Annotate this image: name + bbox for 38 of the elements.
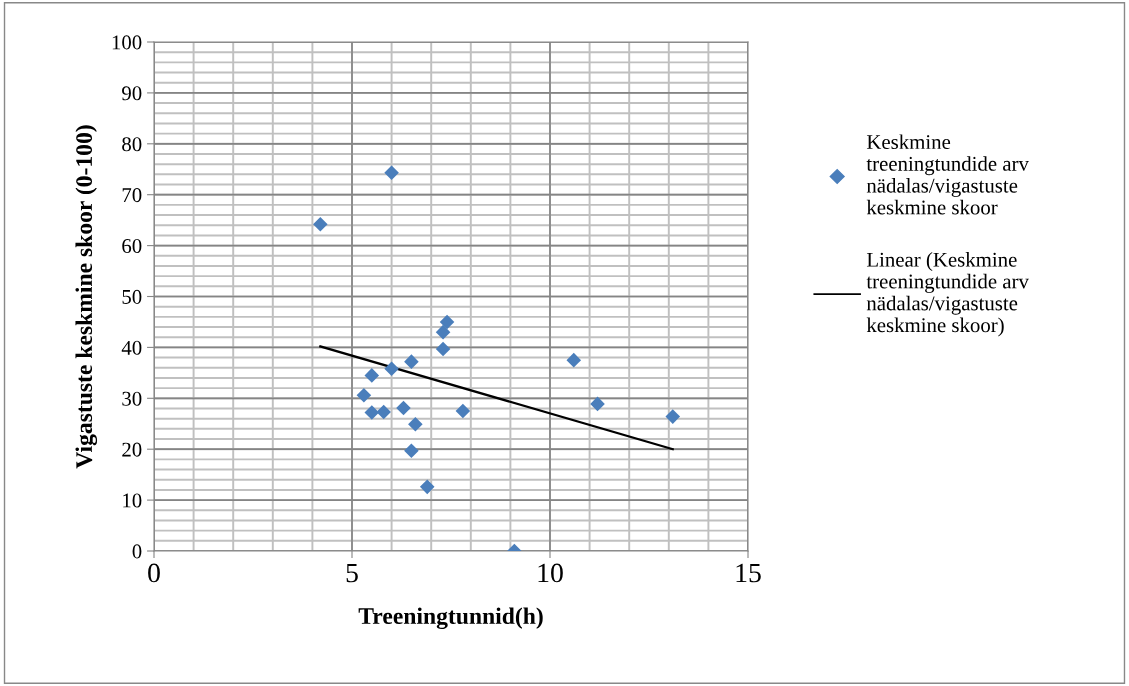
x-tick-label: 10 — [538, 563, 563, 583]
point — [404, 443, 419, 459]
point — [313, 216, 328, 232]
point — [566, 352, 582, 368]
x-axis-title: Treeningtunnid(h) — [358, 607, 543, 630]
point — [364, 368, 380, 383]
y-tick-label: 0 — [132, 544, 142, 559]
y-tick-label: 30 — [122, 391, 142, 406]
point — [419, 479, 435, 495]
point — [435, 324, 451, 340]
y-tick-label: 10 — [123, 493, 142, 508]
y-axis-title: Vigastuste keskmine skoor (0-100) — [75, 125, 98, 469]
y-tick-label: 40 — [121, 340, 142, 355]
x-tick-label: 0 — [148, 563, 160, 583]
x-tick-label: 5 — [346, 563, 358, 583]
point — [384, 165, 399, 181]
y-tick-label: 70 — [122, 188, 142, 203]
y-tick-label: 100 — [112, 35, 142, 50]
point — [439, 314, 455, 330]
point — [376, 404, 391, 420]
y-tick-label: 80 — [122, 137, 142, 152]
y-tick-label: 90 — [122, 86, 142, 101]
point — [384, 361, 399, 377]
point — [364, 405, 380, 420]
point — [455, 403, 471, 419]
legend-label: Keskmine treeningtundide arv nädalas/vigastuste keskmine skoor — [866, 134, 1029, 215]
y-tick-label: 50 — [122, 289, 142, 304]
point — [435, 341, 451, 357]
point — [404, 354, 419, 369]
point — [590, 396, 605, 412]
point — [396, 400, 411, 416]
point — [408, 416, 423, 432]
y-tick-label: 20 — [122, 442, 142, 457]
x-tick-label: 15 — [736, 563, 761, 583]
point — [356, 387, 372, 403]
legend-label: Linear (Keskmine treeningtundide arv nädalas/vigastuste keskmine skoor) — [866, 252, 1029, 337]
point — [665, 409, 681, 424]
y-tick-label: 60 — [122, 238, 142, 254]
